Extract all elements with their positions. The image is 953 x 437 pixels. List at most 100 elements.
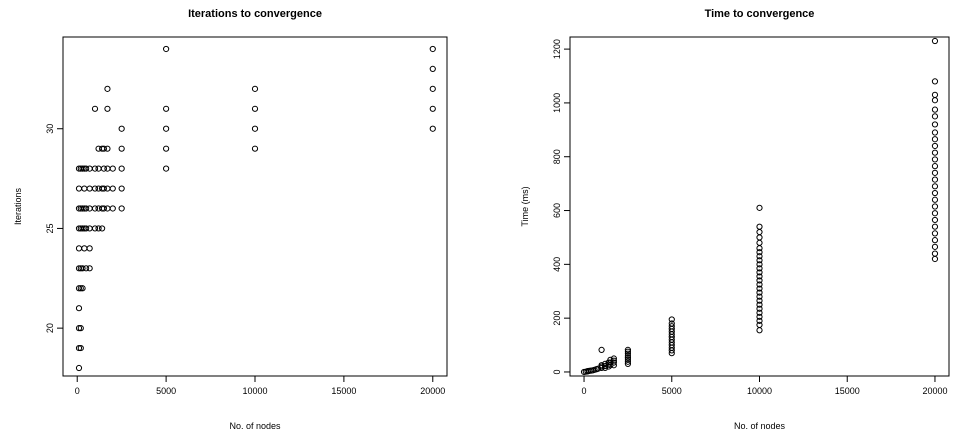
time-data-point	[610, 359, 617, 366]
iter-data-point	[118, 185, 125, 192]
time-data-point	[610, 355, 617, 362]
time-data-point	[756, 297, 763, 304]
time-y-tick-label: 600	[552, 203, 562, 218]
time-x-tick-label: 0	[582, 386, 587, 396]
time-data-point	[931, 216, 939, 224]
time-data-point	[756, 223, 763, 230]
time-x-axis-label: No. of nodes	[734, 421, 786, 431]
iter-data-point	[91, 185, 99, 192]
time-data-point	[931, 250, 939, 257]
iter-data-point	[118, 205, 125, 212]
iter-data-point	[118, 125, 125, 132]
time-data-point	[931, 255, 939, 263]
time-data-point	[931, 136, 939, 143]
iter-data-point	[77, 344, 84, 352]
iter-data-point	[118, 145, 125, 152]
iter-data-point	[75, 285, 83, 292]
iter-data-point	[79, 165, 86, 172]
iter-data-point	[251, 85, 259, 92]
time-data-point	[756, 228, 763, 236]
iter-data-point	[251, 125, 259, 132]
time-data-point	[756, 204, 763, 211]
time-data-point	[756, 239, 763, 246]
iter-data-point	[95, 225, 102, 232]
time-y-tick-label: 800	[552, 149, 562, 164]
time-data-point	[756, 313, 763, 320]
time-data-point	[756, 257, 763, 264]
time-data-point	[624, 348, 632, 355]
time-data-point	[610, 357, 617, 364]
iter-y-tick-label: 20	[45, 323, 55, 333]
iter-data-point	[100, 145, 107, 152]
iter-data-point	[163, 105, 170, 112]
iter-data-point	[91, 105, 99, 112]
time-data-point	[931, 183, 939, 190]
time-data-point	[756, 261, 763, 268]
iter-chart-title: Iterations to convergence	[188, 8, 322, 20]
time-data-point	[931, 129, 939, 136]
iter-data-point	[86, 245, 93, 252]
time-x-tick-label: 10000	[747, 386, 772, 396]
iter-data-point	[100, 165, 107, 172]
time-data-point	[931, 223, 939, 230]
time-data-point	[668, 316, 675, 323]
time-data-point	[931, 106, 939, 113]
iter-data-point	[79, 225, 86, 232]
iter-data-point	[100, 205, 107, 212]
time-data-point	[756, 273, 763, 280]
time-data-point	[931, 176, 939, 183]
time-data-point	[756, 321, 763, 328]
time-data-point	[931, 37, 939, 45]
time-data-point	[610, 362, 617, 369]
time-data-point	[931, 203, 939, 210]
iter-data-point	[109, 165, 116, 172]
iter-data-point	[77, 285, 84, 292]
iter-data-point	[109, 185, 116, 192]
iter-data-point	[104, 85, 111, 92]
iter-data-point	[79, 285, 86, 292]
iter-x-tick-label: 10000	[242, 386, 267, 396]
iter-data-point	[429, 65, 436, 73]
time-points	[580, 37, 939, 376]
iter-data-point	[251, 105, 259, 112]
time-chart-title: Time to convergence	[705, 8, 815, 20]
iter-data-point	[104, 105, 111, 112]
iter-x-tick-label: 20000	[420, 386, 445, 396]
iter-data-point	[104, 165, 111, 172]
iter-data-point	[83, 265, 90, 272]
iter-data-point	[75, 325, 83, 332]
iter-data-point	[83, 165, 90, 172]
iter-panel: Iterations to convergence 0 5000 10000 15000…	[13, 8, 448, 431]
time-data-point	[931, 97, 939, 104]
iter-data-point	[163, 125, 170, 132]
time-data-point	[756, 269, 763, 276]
time-data-point	[624, 346, 632, 354]
iter-x-tick-label: 15000	[331, 386, 356, 396]
time-data-point	[931, 196, 939, 203]
iter-data-point	[86, 165, 93, 172]
time-data-point	[624, 352, 632, 359]
time-data-point	[756, 301, 763, 308]
time-data-point	[931, 91, 939, 98]
time-data-point	[931, 78, 939, 85]
time-data-point	[624, 354, 632, 362]
iter-data-point	[104, 185, 111, 192]
time-data-point	[756, 281, 763, 288]
time-data-point	[598, 346, 605, 354]
time-data-point	[756, 277, 763, 284]
iter-y-tick-label: 30	[45, 124, 55, 134]
iter-data-point	[77, 325, 84, 332]
iter-data-point	[75, 265, 83, 272]
iter-data-point	[91, 225, 99, 232]
time-data-point	[624, 356, 632, 363]
time-data-point	[931, 243, 939, 250]
time-plot-frame	[569, 36, 950, 377]
iter-data-point	[75, 245, 83, 252]
iter-data-point	[104, 145, 111, 152]
iter-data-point	[118, 165, 125, 172]
iter-data-point	[163, 145, 170, 152]
time-data-point	[624, 360, 632, 367]
time-data-point	[931, 149, 939, 156]
time-data-point	[756, 289, 763, 296]
iter-data-point	[86, 205, 93, 212]
